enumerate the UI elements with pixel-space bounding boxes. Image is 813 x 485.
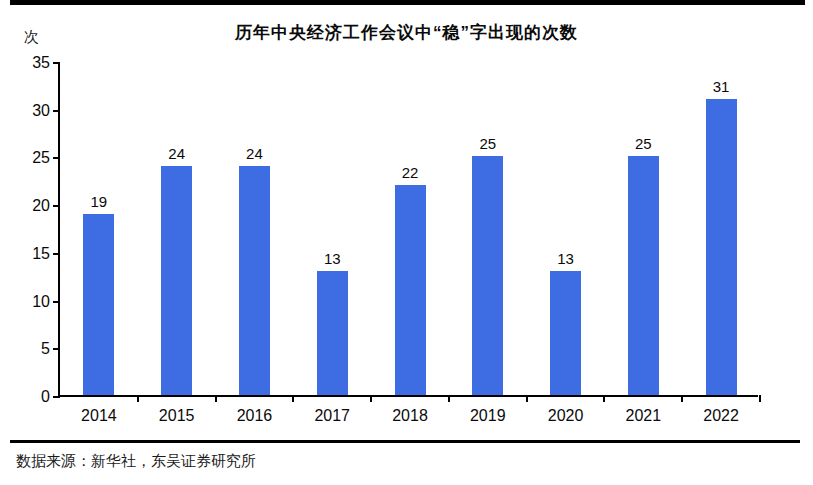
x-tick-mark	[448, 395, 450, 402]
y-tick-label: 10	[10, 294, 50, 310]
x-tick-mark	[681, 395, 683, 402]
x-tick-mark	[215, 395, 217, 402]
bar	[317, 271, 348, 395]
chart-title: 历年中央经济工作会议中“稳”字出现的次数	[0, 21, 813, 44]
y-tick-label: 5	[10, 341, 50, 357]
bar-value-label: 31	[691, 79, 751, 94]
y-tick-mark	[53, 205, 60, 207]
y-tick-mark	[53, 110, 60, 112]
x-tick-mark	[292, 395, 294, 402]
y-tick-label: 35	[10, 55, 50, 71]
bar-value-label: 22	[380, 165, 440, 180]
bar	[706, 99, 737, 395]
bar	[161, 166, 192, 395]
y-tick-label: 20	[10, 198, 50, 214]
y-tick-mark	[53, 348, 60, 350]
x-tick-label: 2017	[297, 407, 367, 425]
bar	[550, 271, 581, 395]
bar	[628, 156, 659, 395]
bar-value-label: 13	[302, 251, 362, 266]
x-tick-label: 2020	[531, 407, 601, 425]
bar-value-label: 13	[536, 251, 596, 266]
x-tick-mark	[526, 395, 528, 402]
bar-value-label: 24	[147, 146, 207, 161]
top-rule	[10, 0, 805, 5]
bar-value-label: 24	[224, 146, 284, 161]
y-axis-unit-label: 次	[24, 28, 39, 47]
y-tick-label: 0	[10, 389, 50, 405]
chart-page: 历年中央经济工作会议中“稳”字出现的次数 次 05101520253035192…	[0, 0, 813, 485]
bar	[395, 185, 426, 395]
bar-value-label: 25	[613, 136, 673, 151]
bar	[83, 214, 114, 395]
y-tick-label: 30	[10, 103, 50, 119]
bar-value-label: 19	[69, 194, 129, 209]
x-tick-mark	[603, 395, 605, 402]
x-tick-label: 2018	[375, 407, 445, 425]
x-tick-label: 2015	[142, 407, 212, 425]
x-tick-mark	[137, 395, 139, 402]
y-tick-mark	[53, 301, 60, 303]
bar-value-label: 25	[458, 136, 518, 151]
x-tick-label: 2014	[64, 407, 134, 425]
y-tick-mark	[53, 253, 60, 255]
y-tick-mark	[53, 62, 60, 64]
plot-area: 0510152025303519201424201524201613201722…	[58, 63, 758, 397]
y-tick-mark	[53, 157, 60, 159]
x-tick-label: 2022	[686, 407, 756, 425]
bar	[472, 156, 503, 395]
y-tick-label: 25	[10, 150, 50, 166]
source-text: 数据来源：新华社，东吴证券研究所	[16, 452, 256, 471]
x-tick-mark	[759, 395, 761, 402]
x-tick-mark	[370, 395, 372, 402]
x-tick-label: 2016	[219, 407, 289, 425]
x-tick-label: 2019	[453, 407, 523, 425]
y-tick-mark	[53, 396, 60, 398]
x-tick-label: 2021	[608, 407, 678, 425]
bottom-rule	[10, 440, 800, 443]
y-tick-label: 15	[10, 246, 50, 262]
bar	[239, 166, 270, 395]
